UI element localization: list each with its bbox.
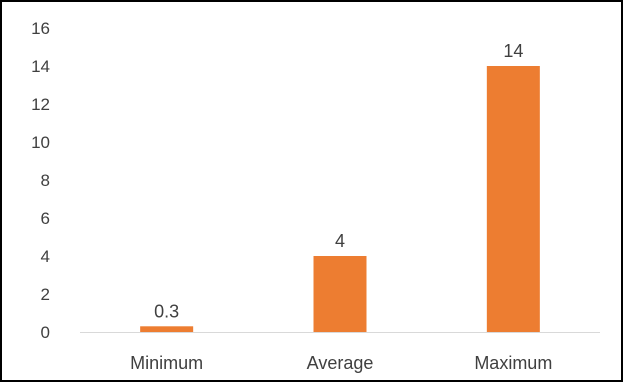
bar-maximum <box>486 66 540 332</box>
x-axis-label-maximum: Maximum <box>474 353 552 373</box>
y-tick-label: 16 <box>31 19 50 38</box>
data-label-minimum: 0.3 <box>154 301 179 321</box>
y-tick-label: 12 <box>31 95 50 114</box>
y-tick-label: 4 <box>41 247 50 266</box>
data-labels: 0.3 4 14 <box>154 41 523 321</box>
y-tick-label: 6 <box>41 209 50 228</box>
bar-average <box>313 256 367 332</box>
bars <box>140 66 540 332</box>
x-axis-label-average: Average <box>307 353 374 373</box>
x-axis-labels: Minimum Average Maximum <box>130 353 552 373</box>
bar-minimum <box>140 326 194 332</box>
x-axis-label-minimum: Minimum <box>130 353 203 373</box>
y-tick-label: 0 <box>41 323 50 342</box>
y-tick-label: 8 <box>41 171 50 190</box>
y-tick-label: 10 <box>31 133 50 152</box>
data-label-maximum: 14 <box>503 41 523 61</box>
y-tick-label: 14 <box>31 57 50 76</box>
data-label-average: 4 <box>335 231 345 251</box>
y-tick-label: 2 <box>41 285 50 304</box>
y-axis-ticks: 0 2 4 6 8 10 12 14 16 <box>31 19 50 342</box>
